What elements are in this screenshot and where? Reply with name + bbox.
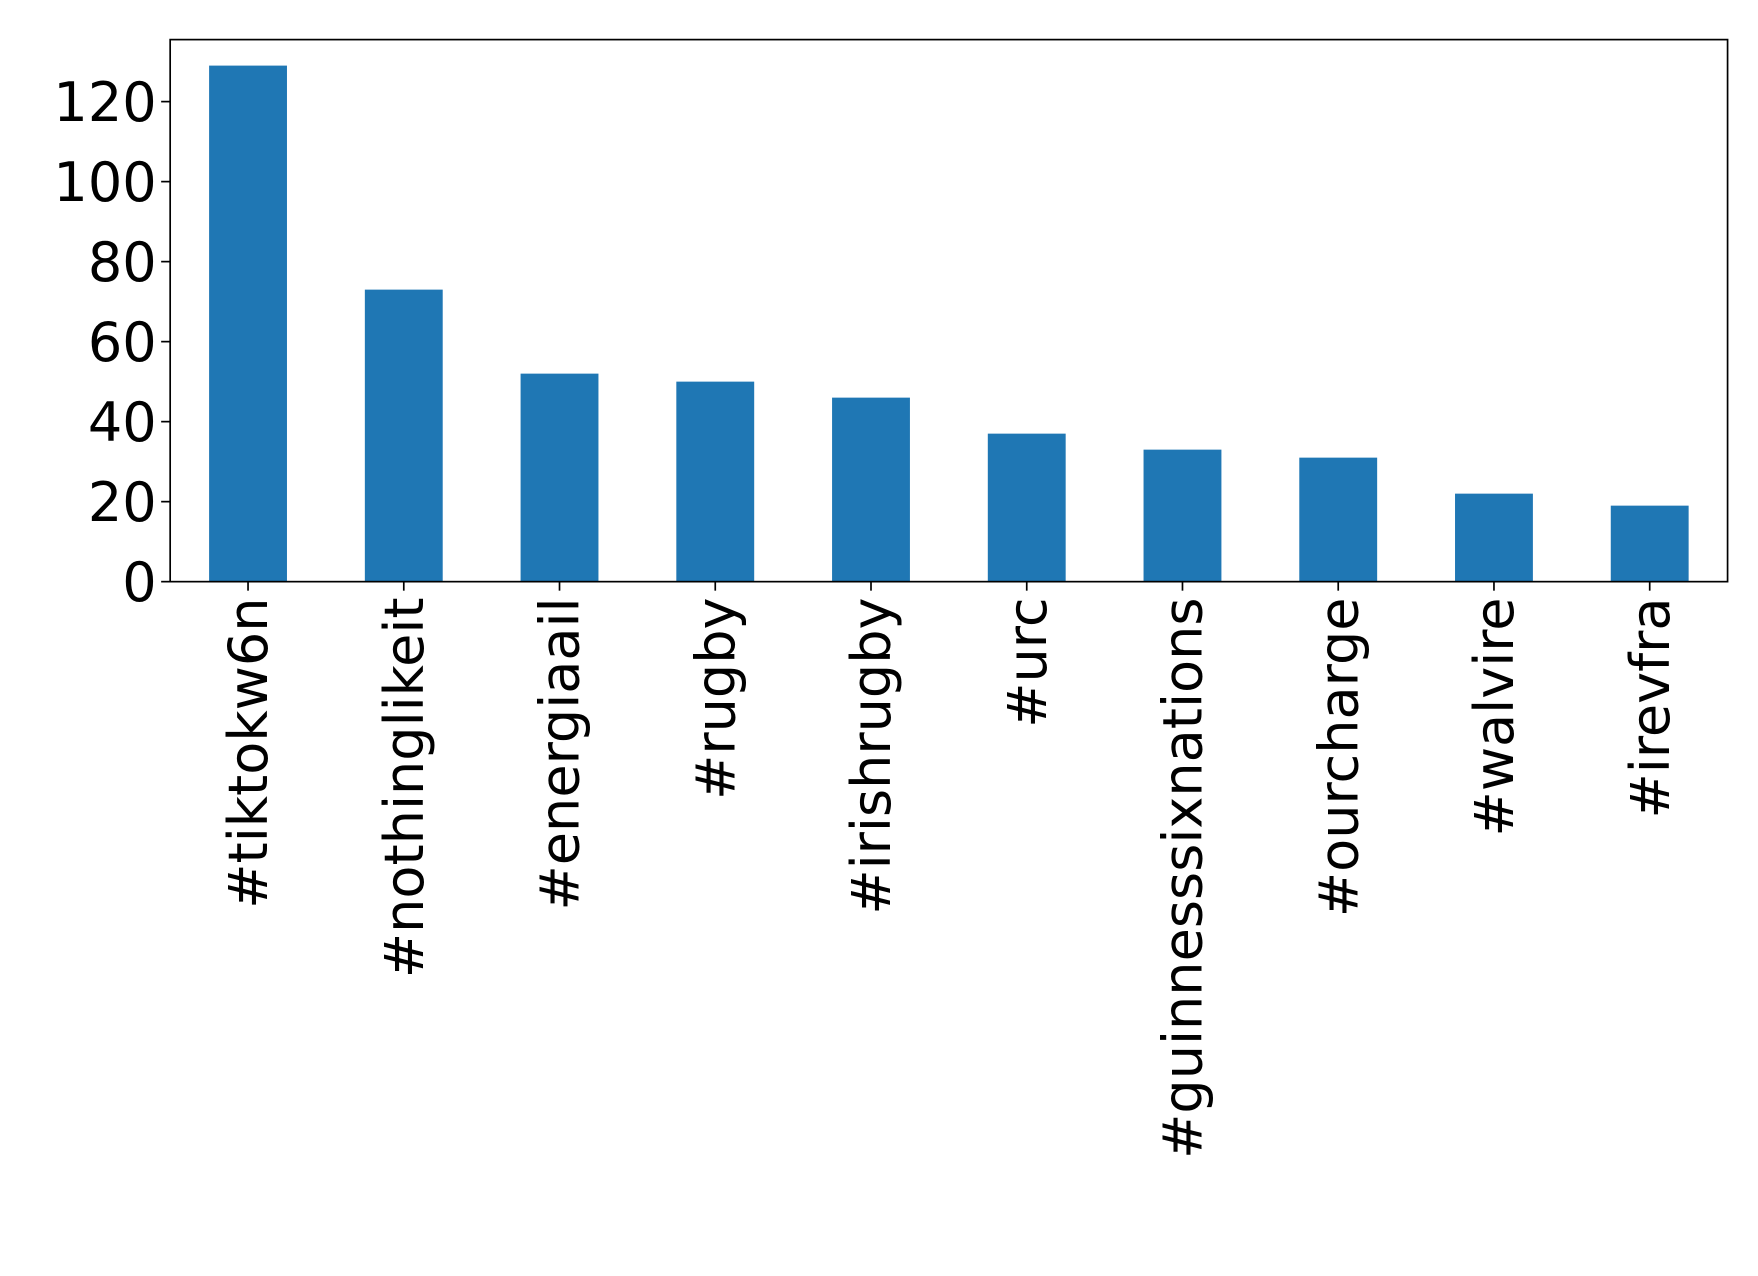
bar — [987, 433, 1066, 582]
x-tick-label: #guinnesssixnations — [1152, 597, 1215, 1158]
x-tick-label: #ourcharge — [1307, 597, 1370, 917]
bar — [1455, 493, 1533, 582]
plot-frame — [169, 38, 1729, 583]
x-tick-label: #tiktokw6n — [217, 597, 280, 908]
x-tick-label: #irevfra — [1619, 597, 1682, 818]
y-tick-label: 40 — [88, 391, 157, 454]
x-tick-label: #rugby — [684, 597, 747, 799]
x-tick-label: #irishrugby — [840, 597, 903, 914]
y-tick-label: 80 — [88, 231, 157, 294]
bar — [520, 373, 599, 582]
bar — [832, 397, 910, 582]
bar — [364, 289, 443, 582]
x-tick-label: #urc — [996, 597, 1059, 727]
bar — [1143, 449, 1222, 582]
bar — [676, 381, 755, 582]
y-tick-label: 120 — [53, 71, 156, 134]
bar — [1299, 457, 1378, 582]
x-tick-label: #walvire — [1463, 597, 1526, 836]
x-tick-label: #energiaail — [529, 597, 592, 910]
y-tick-label: 0 — [122, 551, 156, 614]
bar — [209, 65, 287, 582]
y-tick-label: 20 — [88, 471, 157, 534]
y-tick-label: 60 — [88, 311, 157, 374]
bar — [1610, 505, 1689, 582]
x-tick-label: #nothinglikeit — [373, 597, 436, 978]
y-tick-label: 100 — [53, 151, 156, 214]
